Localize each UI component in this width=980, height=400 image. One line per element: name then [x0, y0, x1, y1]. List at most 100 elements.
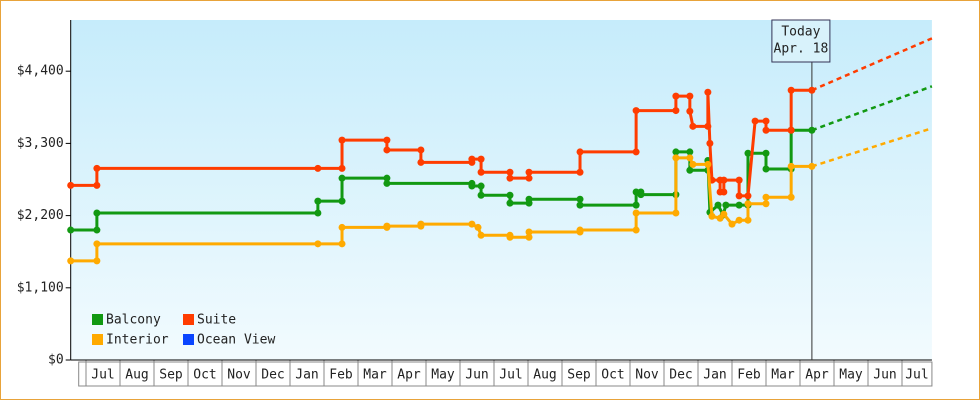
x-tick-label: Feb: [329, 368, 353, 383]
x-tick-label: Jul: [905, 368, 928, 383]
price-point: [722, 201, 730, 209]
price-point: [735, 201, 743, 209]
price-point: [632, 226, 640, 234]
x-tick-label: Nov: [635, 368, 659, 383]
x-tick-label: Jan: [295, 368, 318, 383]
price-point: [383, 146, 391, 154]
price-point: [93, 181, 101, 189]
today-box: [771, 19, 831, 63]
x-tick-label: Apr: [805, 368, 829, 383]
price-point: [417, 158, 425, 166]
price-point: [93, 226, 101, 234]
price-point: [762, 165, 770, 173]
price-point: [744, 200, 752, 208]
price-point: [704, 160, 712, 168]
price-point: [720, 188, 728, 196]
price-point: [744, 192, 752, 200]
price-point: [468, 182, 476, 190]
price-point: [762, 193, 770, 201]
price-point: [417, 146, 425, 154]
x-tick-label: Jan: [703, 368, 726, 383]
price-point: [686, 107, 694, 115]
price-point: [477, 191, 485, 199]
price-point: [93, 164, 101, 172]
price-point: [689, 160, 697, 168]
price-point: [314, 164, 322, 172]
x-tick-label: Oct: [193, 368, 216, 383]
price-point: [735, 192, 743, 200]
price-point: [735, 176, 743, 184]
price-point: [744, 149, 752, 157]
price-point: [686, 92, 694, 100]
price-point: [93, 209, 101, 217]
price-point: [383, 222, 391, 230]
price-point: [751, 117, 759, 125]
price-point: [720, 210, 728, 218]
price-point: [383, 179, 391, 187]
price-point: [477, 168, 485, 176]
price-point: [728, 220, 736, 228]
price-point: [762, 149, 770, 157]
price-point: [808, 162, 816, 170]
price-point: [506, 191, 514, 199]
legend-swatch: [92, 314, 103, 325]
price-point: [762, 200, 770, 208]
price-point: [93, 240, 101, 248]
price-point: [93, 257, 101, 265]
price-point: [67, 226, 75, 234]
x-tick-label: Sep: [159, 368, 183, 383]
price-point: [735, 216, 743, 224]
price-point: [314, 240, 322, 248]
price-point: [468, 155, 476, 163]
legend-label: Suite: [197, 313, 236, 328]
y-tick-label: $4,400: [17, 64, 64, 79]
legend-swatch: [183, 334, 194, 345]
price-point: [787, 126, 795, 134]
price-point: [506, 174, 514, 182]
x-tick-label: Aug: [533, 368, 556, 383]
x-tick-label: Aug: [125, 368, 148, 383]
x-tick-label: Mar: [771, 368, 795, 383]
x-tick-label: Nov: [227, 368, 251, 383]
legend-label: Ocean View: [197, 333, 275, 348]
price-point: [787, 193, 795, 201]
price-point: [67, 257, 75, 265]
x-tick-label: Apr: [397, 368, 421, 383]
price-point: [477, 231, 485, 239]
price-point: [525, 174, 533, 182]
price-point: [787, 86, 795, 94]
price-point: [686, 154, 694, 162]
price-point: [477, 182, 485, 190]
plot-area: [70, 20, 932, 360]
price-point: [672, 154, 680, 162]
price-point: [576, 201, 584, 209]
price-point: [525, 228, 533, 236]
price-point: [338, 197, 346, 205]
price-point: [506, 168, 514, 176]
x-tick-label: Sep: [567, 368, 591, 383]
forecast-line: [811, 85, 933, 132]
price-point: [67, 181, 75, 189]
x-tick-label: Jul: [91, 368, 114, 383]
price-point: [576, 168, 584, 176]
x-tick-label: Jun: [873, 368, 896, 383]
price-point: [689, 122, 697, 130]
y-tick-label: $0: [48, 353, 64, 368]
forecast-line: [811, 127, 933, 168]
price-point: [672, 209, 680, 217]
price-point: [506, 233, 514, 241]
x-tick-label: Dec: [669, 368, 692, 383]
price-point: [632, 201, 640, 209]
price-point: [720, 176, 728, 184]
x-tick-label: Jul: [499, 368, 522, 383]
price-point: [672, 148, 680, 156]
price-point: [708, 212, 716, 220]
price-point: [314, 197, 322, 205]
x-tick-label: Jun: [465, 368, 488, 383]
price-point: [787, 162, 795, 170]
price-point: [576, 226, 584, 234]
price-point: [808, 126, 816, 134]
today-label: Today: [781, 25, 820, 40]
y-tick-label: $2,200: [17, 208, 64, 223]
x-tick-label: Dec: [261, 368, 284, 383]
